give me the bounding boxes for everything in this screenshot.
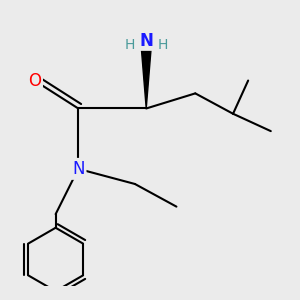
Text: O: O <box>28 71 41 89</box>
Text: N: N <box>139 32 153 50</box>
Polygon shape <box>141 48 151 109</box>
Text: H: H <box>124 38 135 52</box>
Text: H: H <box>158 38 168 52</box>
Text: N: N <box>72 160 85 178</box>
